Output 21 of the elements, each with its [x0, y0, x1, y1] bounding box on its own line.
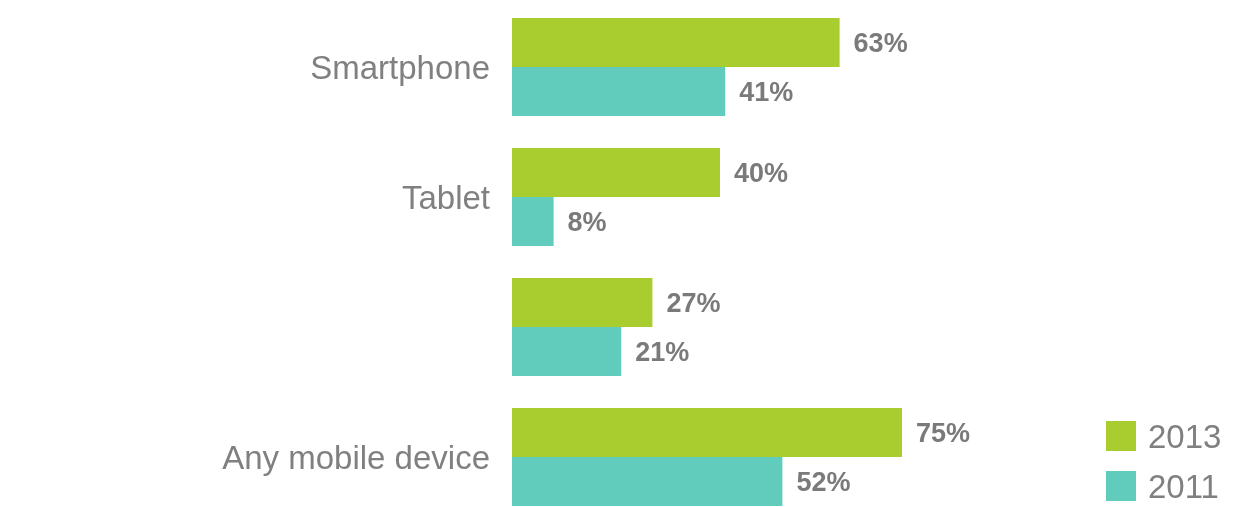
data-label: 21%: [635, 336, 690, 367]
y-tick-label: Tablet: [401, 178, 490, 216]
bar: [512, 197, 554, 246]
data-label: 75%: [916, 417, 971, 448]
bar: [512, 148, 720, 197]
data-label: 41%: [739, 76, 794, 107]
bar: [512, 18, 840, 67]
data-label: 40%: [734, 157, 789, 188]
data-label: 27%: [666, 287, 721, 318]
data-label: 52%: [796, 466, 851, 497]
bar: [512, 278, 653, 327]
y-tick-label: Smartphone: [310, 48, 490, 86]
y-tick-label: Any mobile device: [222, 438, 490, 476]
data-label: 8%: [567, 206, 607, 237]
bar: [512, 67, 726, 116]
bar: [512, 327, 622, 376]
bar: [512, 408, 902, 457]
legend-label: 2013: [1148, 417, 1222, 455]
bar: [512, 457, 783, 506]
legend-label: 2011: [1148, 467, 1219, 505]
data-label: 63%: [853, 27, 908, 58]
